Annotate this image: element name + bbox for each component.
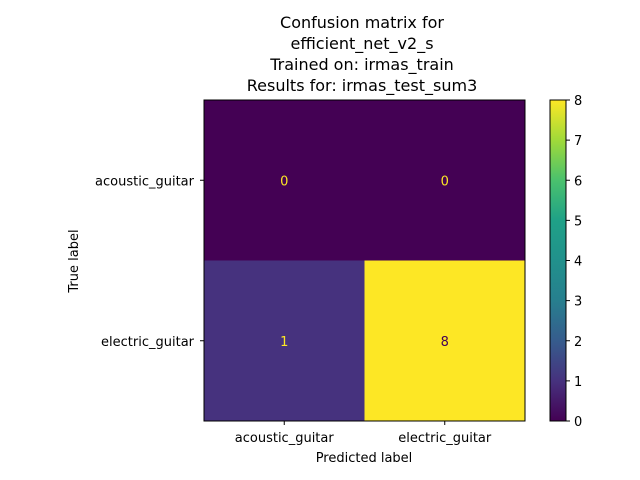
heatmap-cell-labels: 0 0 1 8 (280, 174, 449, 350)
x-tick-label: electric_guitar (398, 431, 492, 446)
cell-value-label: 0 (280, 174, 288, 189)
title-line-2: efficient_net_v2_s (290, 34, 433, 54)
colorbar-tick-label: 2 (574, 335, 582, 350)
heatmap-cell (204, 260, 365, 422)
x-axis-ticks: acoustic_guitar electric_guitar (235, 421, 492, 446)
plot-frame (203, 99, 526, 422)
colorbar-tick-label: 7 (574, 134, 582, 149)
colorbar (549, 99, 567, 422)
y-axis-ticks: acoustic_guitar electric_guitar (95, 174, 204, 350)
y-tick-label: acoustic_guitar (95, 174, 195, 189)
colorbar-ticks: 0 1 2 3 4 5 6 7 8 (566, 94, 582, 430)
chart-title: Confusion matrix for efficient_net_v2_s … (247, 13, 478, 96)
y-axis-label: True label (67, 229, 82, 293)
x-tick-label: acoustic_guitar (235, 431, 335, 446)
y-tick-label: electric_guitar (101, 335, 195, 350)
cell-value-label: 8 (441, 335, 449, 350)
colorbar-tick-label: 1 (574, 375, 582, 390)
title-line-4: Results for: irmas_test_sum3 (247, 76, 478, 96)
colorbar-tick-label: 3 (574, 295, 582, 310)
colorbar-tick-label: 5 (574, 214, 582, 229)
heatmap-cells (204, 100, 526, 422)
title-line-3: Trained on: irmas_train (269, 55, 454, 75)
cell-value-label: 1 (280, 335, 288, 350)
colorbar-tick-label: 8 (574, 94, 582, 109)
heatmap-cell (364, 100, 526, 261)
heatmap-cell (204, 100, 365, 261)
x-axis-label: Predicted label (316, 451, 413, 466)
heatmap-cell (364, 260, 526, 422)
colorbar-tick-label: 4 (574, 255, 582, 270)
cell-value-label: 0 (441, 174, 449, 189)
colorbar-tick-label: 6 (574, 174, 582, 189)
colorbar-tick-label: 0 (574, 415, 582, 430)
title-line-1: Confusion matrix for (280, 13, 444, 32)
